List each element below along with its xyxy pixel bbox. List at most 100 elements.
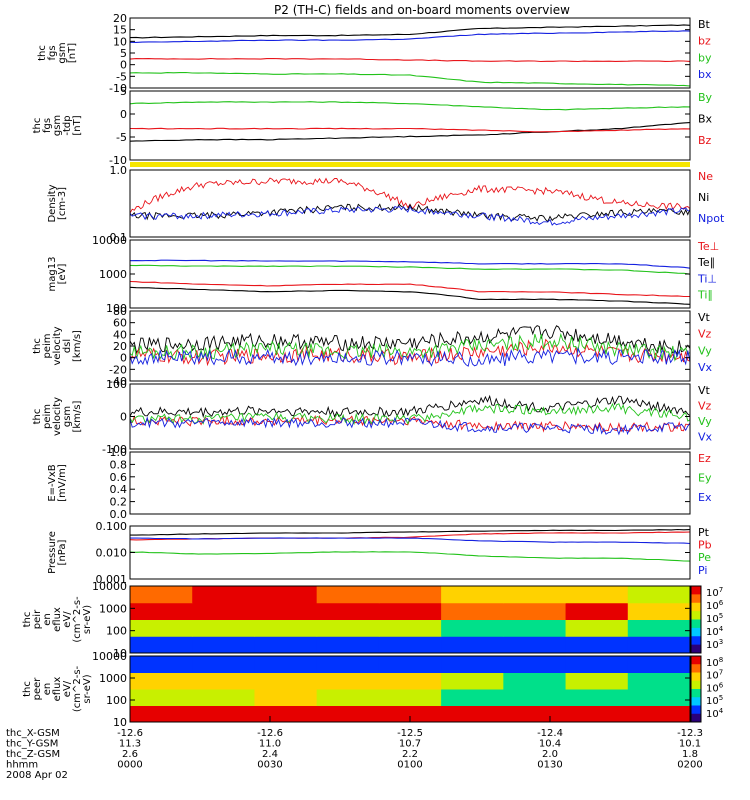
time-axis-row-label: thc_Z-GSM (6, 749, 60, 760)
y-axis-label-line: [nT] (72, 115, 83, 135)
heatmap-cell (378, 586, 442, 604)
series-line-Pt (130, 528, 691, 536)
legend-entry-Bz: Bz (698, 134, 712, 147)
date-label: 2008 Apr 02 (6, 770, 68, 781)
heatmap-cell (503, 689, 567, 706)
y-tick-label: 20 (113, 12, 127, 25)
y-axis-label-line: gsm (57, 42, 68, 63)
colorbar-label: 104 (706, 707, 724, 720)
y-axis-label: thc peim velocity gsm [km/s] (32, 397, 83, 436)
heatmap-cell (192, 602, 255, 620)
y-tick-label: 100 (106, 378, 127, 391)
heatmap-cell (254, 602, 318, 620)
legend-entry-Pt: Pt (698, 526, 710, 539)
heatmap-cell (316, 619, 380, 637)
legend-entry-By: By (698, 91, 713, 104)
y-axis-label-line: fgs (42, 118, 53, 133)
heatmap-cell (378, 656, 442, 673)
heatmap-cell (503, 619, 567, 637)
y-tick-label: 0 (120, 352, 127, 365)
y-axis-label-line: peir (32, 609, 43, 629)
y-tick-label: 5 (120, 85, 127, 98)
y-axis-label-line: [cm-3] (57, 187, 68, 220)
heatmap-cell (627, 619, 691, 637)
y-axis-label-line: thc (32, 338, 43, 354)
time-axis-value: 2.4 (262, 749, 278, 760)
heatmap-cell (130, 586, 193, 604)
heatmap-cell (565, 602, 629, 620)
y-axis-label-line: (cm^2-s- (72, 665, 83, 712)
heatmap-cell (441, 672, 504, 690)
status-bar-yellow (130, 162, 690, 167)
legend-entry-Vy: Vy (698, 415, 712, 428)
y-tick-label: 10000 (92, 234, 127, 247)
heatmap-cell (441, 619, 504, 637)
series-line-bz (129, 57, 691, 63)
heatmap-cell (441, 636, 504, 654)
legend-entry-Vy: Vy (698, 344, 712, 357)
legend-entry-Bx: Bx (698, 113, 713, 126)
legend-entry-Ez: Ez (698, 452, 711, 465)
heatmap-cell (441, 705, 504, 723)
y-tick-label: 10 (113, 716, 127, 729)
y-axis-label-line: en (42, 683, 53, 696)
colorbar-segment (691, 644, 701, 654)
heatmap-cell (316, 602, 380, 620)
panel-frame (129, 90, 691, 161)
colorbar-segment (691, 627, 701, 637)
y-axis-label-line: mag13 (47, 257, 58, 292)
colorbar-segment (691, 689, 701, 698)
y-axis-label: Pressure [nPa] (47, 531, 68, 574)
heatmap-cell (130, 619, 193, 637)
y-tick-label: 0.4 (110, 483, 128, 496)
y-axis-label: E=-VxB [mV/m] (47, 464, 68, 502)
heatmap-cell (192, 705, 255, 723)
heatmap-cell (378, 636, 442, 654)
heatmap-cell (441, 586, 504, 604)
heatmap-cell (441, 602, 504, 620)
time-axis-block: thc_X-GSM -12.6 -12.6 -12.5 -12.4 -12.3 thc_Y-… (6, 716, 703, 781)
series-line-Pe (129, 551, 691, 562)
time-axis-row-label: hhmm (6, 760, 38, 771)
panel-density: 1.0 0.1 Density [cm-3] Ne Ni Npot (47, 164, 725, 244)
y-axis-label-line: -tdp (62, 115, 73, 135)
heatmap-cell (503, 636, 567, 654)
y-tick-label: 0.2 (110, 496, 128, 509)
y-tick-label: 15 (113, 24, 127, 37)
colorbar-segment (691, 705, 701, 715)
heatmap-cell (565, 689, 629, 706)
legend-entry-Te⊥: Te⊥ (697, 240, 719, 253)
heatmap-cell (130, 705, 193, 723)
panel-temperature: 10000 1000 100 mag13 [eV] Te⊥ Te∥ Ti⊥ Ti∥ (47, 234, 719, 315)
time-axis-value: 11.0 (259, 739, 281, 750)
heatmap-cell (254, 586, 318, 604)
heatmap-cell (192, 672, 255, 690)
legend-entry-Ex: Ex (698, 491, 712, 504)
y-axis-label: thc peim velocity dsl [km/s] (32, 326, 83, 365)
y-tick-label: 80 (113, 305, 127, 318)
heatmap-cell (316, 586, 380, 604)
time-axis-row-label: thc_X-GSM (6, 728, 60, 739)
y-tick-label: 100 (106, 694, 127, 707)
y-tick-label: 100 (106, 302, 127, 315)
colorbar-segment (691, 680, 701, 690)
y-tick-label: 1000 (99, 602, 127, 615)
series-line-Bz (129, 127, 691, 133)
heatmap-cell (441, 656, 504, 673)
colorbar-label: 105 (706, 694, 723, 707)
heatmap-cell (627, 705, 691, 723)
panel-frame (129, 239, 691, 309)
colorbar-segment (691, 672, 701, 682)
y-axis-label-line: eflux (52, 607, 63, 632)
colorbar-label: 107 (706, 586, 723, 599)
y-tick-label: 10 (113, 35, 127, 48)
heatmap-cell (192, 689, 255, 706)
time-axis-value: -12.3 (677, 728, 703, 739)
colorbar-label: 103 (706, 638, 723, 651)
heatmap-cell (565, 672, 629, 690)
y-tick-label: 0.100 (96, 520, 128, 533)
heatmap-cell (378, 672, 442, 690)
colorbar-label: 104 (706, 625, 724, 638)
time-axis-value: 0200 (677, 760, 702, 771)
